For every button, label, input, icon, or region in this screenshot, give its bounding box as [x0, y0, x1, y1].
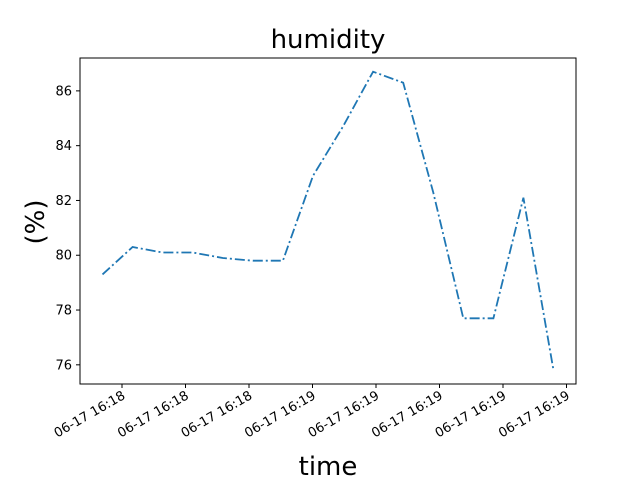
y-axis-ticks: 76 78 80 82 84 86: [55, 84, 80, 373]
chart-title: humidity: [271, 25, 386, 55]
y-tick-label: 80: [55, 249, 72, 264]
y-axis-label: (%): [21, 200, 51, 245]
x-tick-label: 06-17 16:19: [433, 388, 509, 441]
plot-layer: [101, 70, 555, 371]
plot-frame: [79, 57, 577, 385]
y-tick-label: 76: [55, 358, 72, 373]
x-tick-label: 06-17 16:18: [115, 388, 191, 441]
y-tick-label: 86: [55, 84, 72, 99]
x-tick-label: 06-17 16:19: [496, 388, 572, 441]
x-tick-label: 06-17 16:19: [369, 388, 445, 441]
x-tick-label: 06-17 16:18: [52, 388, 128, 441]
humidity-series-line: [101, 70, 555, 371]
x-tick-label: 06-17 16:18: [179, 388, 255, 441]
y-tick-label: 78: [55, 304, 72, 319]
x-axis-label: time: [299, 452, 358, 480]
y-tick-label: 82: [55, 194, 72, 209]
x-tick-label: 06-17 16:19: [242, 388, 318, 441]
x-tick-label: 06-17 16:19: [306, 388, 382, 441]
y-tick-label: 84: [55, 139, 72, 154]
